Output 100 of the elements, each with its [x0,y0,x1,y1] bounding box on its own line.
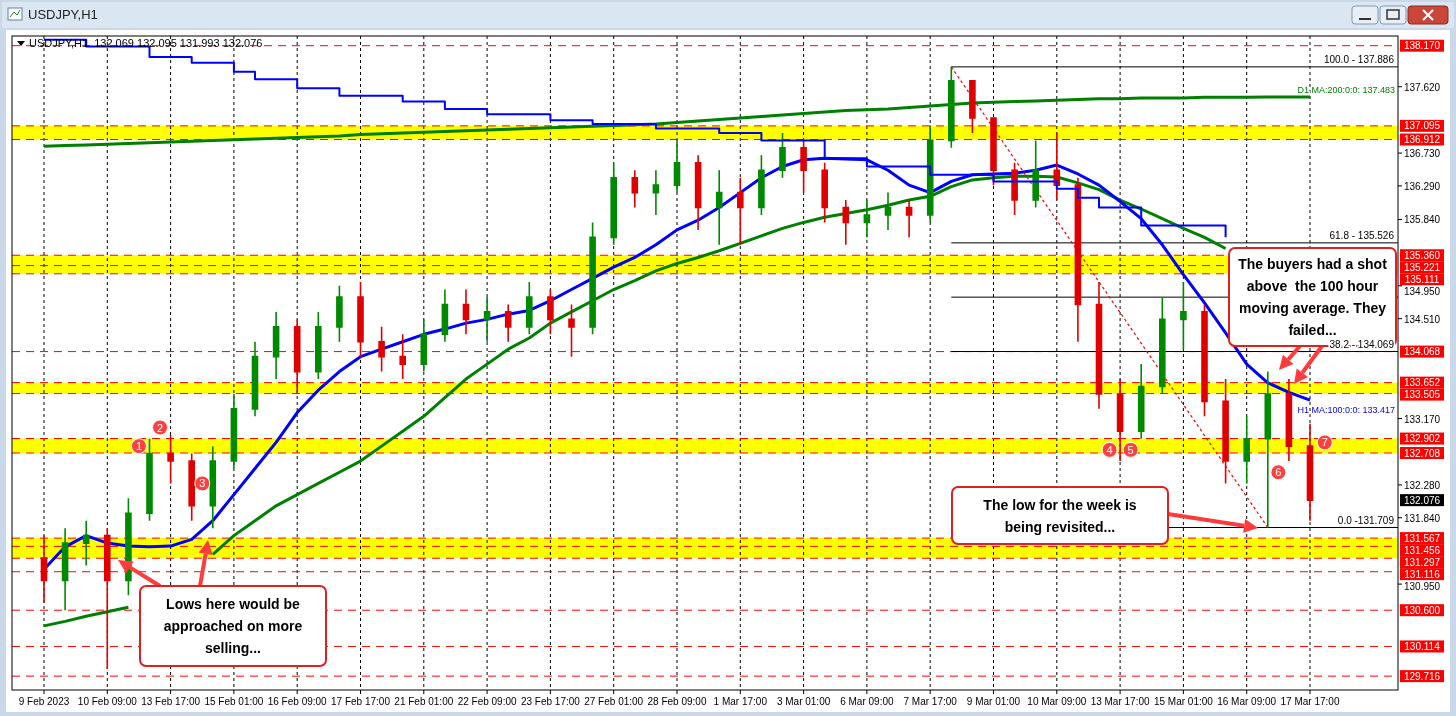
ref-line-label: 136.912 [1403,134,1441,146]
candlestick [779,132,786,179]
ref-line-label: 133.505 [1403,389,1441,401]
x-tick-label: 21 Feb 01:00 [394,696,454,707]
ref-line-label: 131.456 [1403,544,1441,556]
candlestick [251,340,259,418]
candlestick [293,318,301,395]
y-tick-label: 136.730 [1404,148,1441,160]
x-tick-label: 1 Mar 17:00 [713,696,768,707]
candlestick [441,288,449,343]
candlestick [800,139,807,194]
candlestick [1180,281,1187,350]
ref-line-label: 129.716 [1403,670,1441,682]
candlestick [1243,415,1250,485]
text: 7 [1321,436,1328,449]
candlestick [378,326,385,373]
candlestick [863,199,871,239]
x-tick-label: 15 Mar 01:00 [1153,696,1214,707]
x-tick-label: 6 Mar 09:00 [840,696,895,707]
ref-line-label: 135.111 [1404,273,1440,285]
candlestick [610,161,617,246]
candlestick [1095,281,1103,410]
ref-line-label: 130.600 [1403,604,1441,616]
ref-line-label: 132.708 [1403,447,1441,459]
y-tick-label: 131.840 [1404,512,1441,524]
candlestick [209,445,217,529]
candlestick [884,191,892,231]
candlestick [694,154,702,231]
ref-line-label: 138.170 [1403,40,1441,52]
annotation: The low for the week is being revisited... [983,496,1137,535]
candlestick [1285,378,1293,462]
candlestick [483,296,491,343]
candlestick [842,199,850,246]
candlestick [146,437,153,522]
x-tick-label: 7 Mar 17:00 [903,696,958,707]
candlestick [188,452,195,522]
x-tick-label: 10 Mar 09:00 [1027,696,1087,707]
candlestick [526,281,533,336]
candlestick [504,303,512,343]
x-tick-label: 16 Feb 09:00 [267,696,328,707]
candlestick [1201,303,1208,418]
annotation: 5 [1127,443,1134,456]
ref-line-label: 130.114 [1404,640,1441,652]
x-tick-label: 17 Feb 17:00 [331,696,391,707]
candlestick [652,169,660,216]
candlestick [1222,378,1229,485]
annotation: 61.8 - 135.526 [1329,229,1395,241]
x-tick-label: 10 Feb 09:00 [77,696,138,707]
ref-line-label: 137.095 [1403,120,1441,132]
candlestick [547,288,554,336]
candlestick [568,303,575,358]
candlestick [905,199,913,239]
y-tick-label: 134.950 [1404,286,1441,298]
candlestick [230,393,238,470]
annotation: 0.0 -131.709 [1337,514,1395,526]
x-tick-label: 17 Mar 17:00 [1280,696,1340,707]
annotation: 3 [199,477,206,490]
candlestick [82,519,90,567]
annotation: 2 [156,421,164,434]
x-tick-label: 9 Feb 2023 [18,696,70,707]
annotation: 100.0 - 137.886 [1323,53,1395,65]
candlestick [1264,370,1272,529]
x-tick-label: 9 Mar 01:00 [966,696,1021,707]
candlestick [1011,161,1018,216]
candlestick [1137,363,1145,440]
y-tick-label: 135.840 [1404,214,1441,226]
x-tick-label: 13 Mar 17:00 [1090,696,1150,707]
ref-line-label: 131.297 [1403,556,1441,568]
y-tick-label: 133.170 [1404,413,1441,425]
candlestick [336,285,343,343]
candlestick [969,79,976,134]
ref-line-label: 131.567 [1403,532,1441,544]
x-tick-label: 27 Feb 01:00 [584,696,644,707]
text: 132.076 [1403,494,1441,506]
x-tick-label: 22 Feb 09:00 [457,696,518,707]
annotation: The buyers had a shot above the 100 hour moving average. They failed... [1238,256,1388,338]
candlestick [1116,378,1124,462]
candlestick [673,139,681,194]
candlestick [40,534,48,604]
candlestick [357,281,364,358]
candlestick [272,311,280,380]
candlestick [631,169,639,209]
candlestick [420,318,428,373]
candlestick [821,161,828,224]
annotation: 6 [1275,466,1282,479]
candlestick [990,117,997,186]
candlestick [315,311,322,380]
ref-line-label: 131.116 [1404,568,1441,580]
candlestick [1159,296,1166,395]
candlestick [462,288,470,336]
candlestick [61,527,69,612]
ref-line-label: 135.360 [1403,249,1441,261]
x-tick-label: 3 Mar 01:00 [776,696,831,707]
candlestick [1053,132,1061,201]
series-label: H1 MA:100:0:0: 133.417 [1297,405,1395,416]
annotation: 1 [135,440,143,453]
chart-title: USDJPY,H1 [28,7,98,22]
ref-line-label: 134.068 [1403,346,1441,358]
y-tick-label: 136.290 [1404,180,1441,192]
annotation: 4 [1106,443,1113,456]
